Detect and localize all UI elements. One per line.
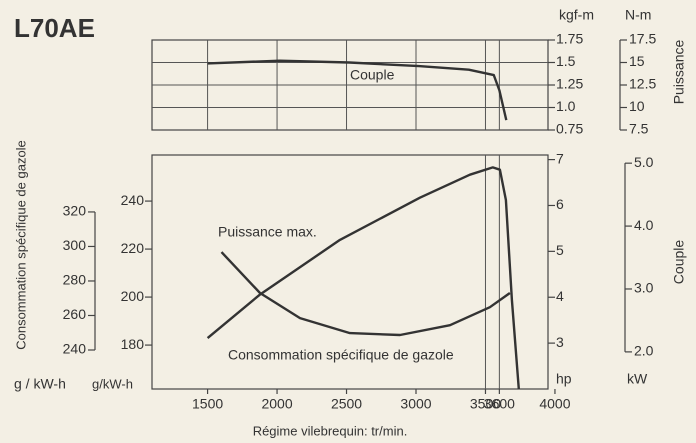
series-line bbox=[206, 166, 520, 390]
tick-label: 220 bbox=[121, 240, 145, 256]
tick-label: 320 bbox=[63, 203, 87, 219]
series-line bbox=[207, 59, 508, 121]
y-label: Consommation spécifique de gazole bbox=[13, 140, 28, 350]
annotation: Puissance max. bbox=[218, 224, 317, 240]
x-tick-label: 4000 bbox=[539, 396, 570, 412]
y-unit: kgf-m bbox=[559, 7, 594, 23]
tick-label: 1.75 bbox=[556, 31, 583, 47]
tick-label: 240 bbox=[121, 192, 145, 208]
tick-label: 0.75 bbox=[556, 121, 583, 137]
y2-label: Puissance bbox=[671, 39, 687, 104]
y-unit: hp bbox=[556, 371, 572, 387]
tick-label: 12.5 bbox=[629, 76, 656, 92]
tick-label: 15 bbox=[629, 53, 645, 69]
tick-label: 1.0 bbox=[556, 98, 576, 114]
x-tick-label: 2500 bbox=[331, 396, 362, 412]
tick-label: 280 bbox=[63, 272, 87, 288]
tick-label: 4 bbox=[556, 288, 564, 304]
tick-label: 10 bbox=[629, 98, 645, 114]
tick-label: 240 bbox=[63, 341, 87, 357]
y2-unit: N-m bbox=[625, 7, 651, 23]
x-tick-label: 3000 bbox=[400, 396, 431, 412]
tick-label: 7 bbox=[556, 150, 564, 166]
y4-unit: g / kW-h bbox=[14, 376, 66, 392]
series-line bbox=[220, 251, 511, 337]
tick-label: 3.0 bbox=[634, 280, 654, 296]
series-label: Couple bbox=[350, 67, 395, 83]
tick-label: 5.0 bbox=[634, 154, 654, 170]
tick-label: 180 bbox=[121, 336, 145, 352]
tick-label: 2.0 bbox=[634, 343, 654, 359]
tick-label: 3 bbox=[556, 334, 564, 350]
tick-label: 5 bbox=[556, 242, 564, 258]
tick-label: 300 bbox=[63, 237, 87, 253]
bottom-frame bbox=[151, 154, 549, 390]
x-tick-label: 3600 bbox=[484, 396, 515, 412]
chart-title: L70AE bbox=[14, 13, 95, 43]
x-tick-label: 1500 bbox=[192, 396, 223, 412]
tick-label: 6 bbox=[556, 196, 564, 212]
y2-label: Couple bbox=[671, 240, 687, 285]
tick-label: 7.5 bbox=[629, 121, 649, 137]
series-label: Consommation spécifique de gazole bbox=[228, 347, 454, 363]
tick-label: 17.5 bbox=[629, 31, 656, 47]
x-label: Régime vilebrequin: tr/min. bbox=[253, 423, 408, 438]
tick-label: 200 bbox=[121, 288, 145, 304]
y3-unit: g/kW-h bbox=[92, 376, 133, 391]
tick-label: 4.0 bbox=[634, 217, 654, 233]
y2-unit: kW bbox=[627, 371, 648, 387]
x-tick-label: 3500 bbox=[470, 396, 501, 412]
tick-label: 1.5 bbox=[556, 53, 576, 69]
tick-label: 1.25 bbox=[556, 76, 583, 92]
tick-label: 260 bbox=[63, 306, 87, 322]
x-tick-label: 2000 bbox=[261, 396, 292, 412]
